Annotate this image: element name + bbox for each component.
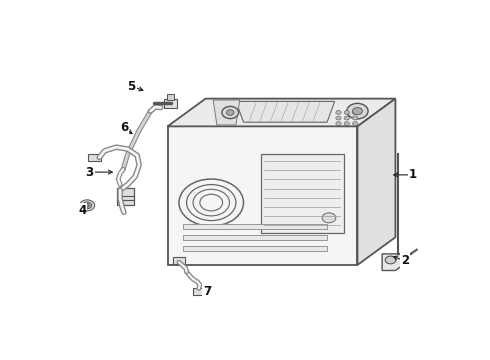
Polygon shape	[382, 254, 403, 270]
FancyBboxPatch shape	[88, 153, 101, 161]
FancyBboxPatch shape	[164, 99, 177, 108]
Text: 6: 6	[120, 121, 128, 134]
Polygon shape	[168, 99, 395, 126]
Polygon shape	[358, 99, 395, 265]
Circle shape	[79, 200, 95, 211]
Polygon shape	[213, 100, 240, 125]
Circle shape	[352, 116, 358, 120]
Circle shape	[344, 122, 349, 126]
FancyBboxPatch shape	[183, 224, 327, 229]
Circle shape	[352, 111, 358, 114]
Text: 2: 2	[401, 254, 409, 267]
Circle shape	[85, 204, 89, 207]
Text: 7: 7	[203, 285, 212, 298]
FancyBboxPatch shape	[117, 188, 134, 205]
Circle shape	[344, 116, 349, 120]
Circle shape	[322, 213, 336, 223]
Circle shape	[226, 110, 234, 115]
Polygon shape	[236, 102, 335, 122]
Text: 4: 4	[78, 204, 86, 217]
Circle shape	[352, 108, 363, 115]
FancyBboxPatch shape	[168, 126, 358, 265]
Circle shape	[347, 103, 368, 119]
FancyBboxPatch shape	[167, 94, 173, 100]
Circle shape	[344, 111, 349, 114]
FancyBboxPatch shape	[183, 235, 327, 240]
FancyBboxPatch shape	[261, 154, 344, 233]
Circle shape	[336, 116, 341, 120]
Circle shape	[336, 122, 341, 126]
Circle shape	[82, 202, 92, 209]
Circle shape	[385, 256, 396, 264]
FancyBboxPatch shape	[193, 288, 206, 296]
Circle shape	[336, 111, 341, 114]
Circle shape	[222, 107, 239, 118]
Text: 3: 3	[86, 166, 94, 179]
FancyBboxPatch shape	[183, 246, 327, 251]
FancyBboxPatch shape	[172, 257, 185, 264]
Text: 5: 5	[127, 80, 136, 93]
Text: 1: 1	[409, 168, 416, 181]
Circle shape	[352, 122, 358, 126]
